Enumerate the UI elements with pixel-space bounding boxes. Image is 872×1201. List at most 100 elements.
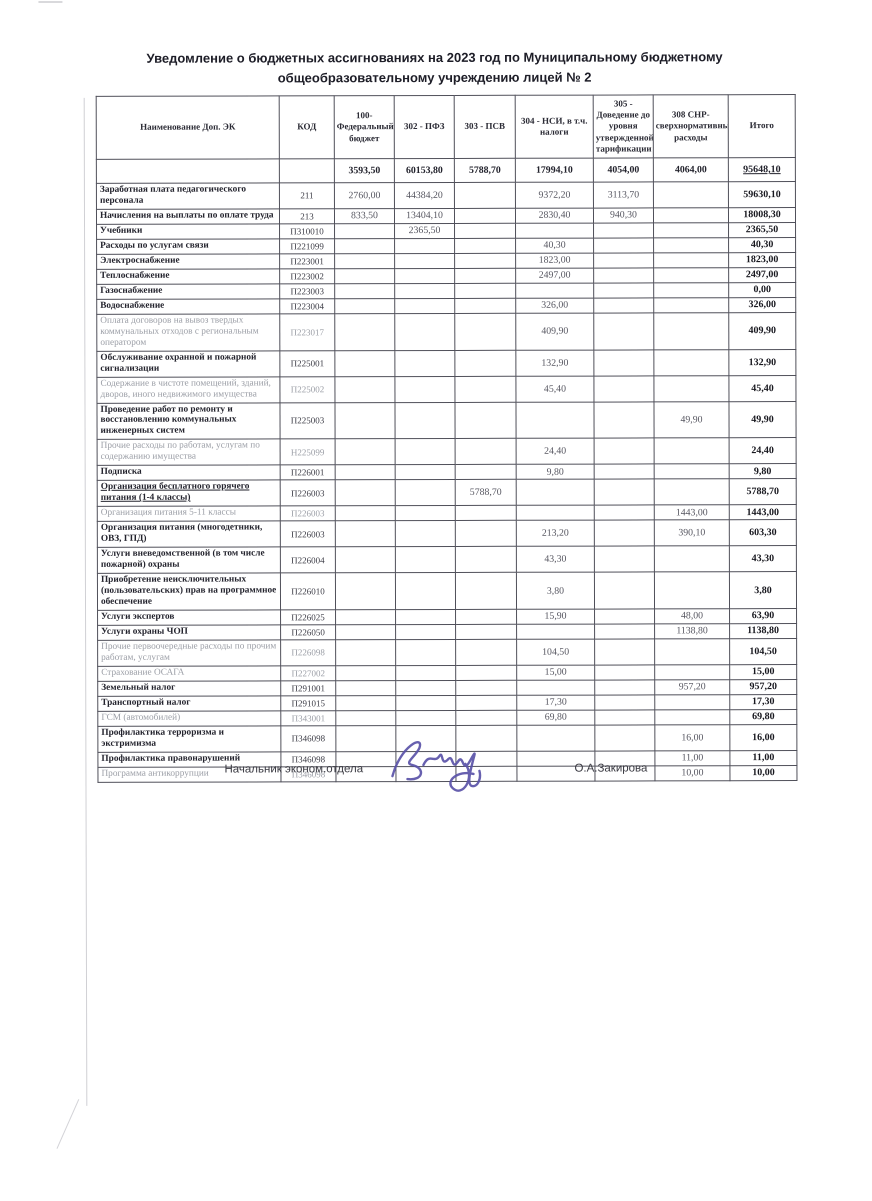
row-value-cell-5: [593, 252, 654, 268]
row-value-cell-2: [395, 680, 456, 696]
row-code-cell: 213: [279, 208, 335, 224]
row-value-cell-4: 104,50: [516, 639, 595, 666]
row-code-cell: П226050: [280, 624, 336, 640]
row-name-cell: Обслуживание охранной и пожарной сигнали…: [96, 350, 280, 377]
row-value-cell-5: [593, 282, 654, 298]
row-total-cell: 326,00: [728, 297, 796, 313]
row-code-cell: П346098: [280, 725, 336, 752]
row-value-cell-1: [335, 464, 396, 481]
row-value-cell-1: [335, 546, 396, 573]
row-value-cell-4: [516, 624, 595, 640]
table-row: Организация питания (многодетники, ОВЗ, …: [97, 519, 797, 548]
row-name-cell: Приобретение неисключительных (пользоват…: [97, 573, 281, 611]
row-value-cell-6: 1138,80: [654, 623, 730, 639]
row-name-cell: Начисления на выплаты по оплате труда: [96, 208, 280, 225]
row-code-cell: П291001: [280, 680, 336, 696]
row-value-cell-6: [653, 375, 729, 402]
row-value-cell-3: [455, 438, 517, 465]
row-value-cell-3: [455, 665, 517, 681]
row-value-cell-6: 390,10: [654, 519, 730, 547]
row-value-cell-3: [454, 298, 516, 314]
column-header-3: 303 - ПСВ: [454, 95, 516, 159]
column-header-1: 100-Федеральный бюджет: [334, 95, 395, 159]
row-value-cell-2: [395, 695, 456, 711]
row-code-cell: [279, 158, 335, 183]
row-value-cell-6: [653, 181, 729, 208]
row-value-cell-4: [516, 724, 595, 751]
row-value-cell-3: [454, 375, 516, 402]
row-total-cell: 95648,10: [728, 157, 796, 182]
row-code-cell: П226025: [280, 609, 336, 625]
row-code-cell: П223004: [279, 298, 335, 314]
table-row: Проведение работ по ремонту и восстановл…: [96, 401, 797, 440]
row-value-cell-4: 3,80: [516, 572, 595, 610]
column-header-6: 308 СНР-сверхнормативные расходы: [653, 94, 729, 158]
page-title: Уведомление о бюджетных ассигнованиях на…: [146, 49, 723, 86]
row-value-cell-6: [654, 709, 730, 725]
row-value-cell-6: [653, 207, 729, 223]
row-value-cell-4: [515, 282, 594, 299]
row-value-cell-6: [654, 638, 730, 665]
row-value-cell-2: [395, 546, 456, 573]
row-value-cell-5: [593, 401, 655, 439]
row-name-cell: Оплата договоров на вывоз твердых коммун…: [96, 313, 280, 352]
row-value-cell-1: [335, 609, 396, 625]
row-total-cell: 17,30: [729, 694, 797, 710]
row-value-cell-4: 9,80: [516, 464, 595, 480]
row-code-cell: П226098: [280, 639, 336, 666]
row-value-cell-1: [335, 695, 396, 711]
row-value-cell-3: [454, 253, 516, 269]
column-header-5: 305 - Доведение до уровня утвержденной т…: [593, 94, 654, 159]
row-value-cell-3: 5788,70: [454, 158, 516, 183]
row-value-cell-4: 45,40: [515, 375, 594, 402]
row-value-cell-6: [654, 664, 730, 680]
row-code-cell: П225003: [279, 402, 336, 440]
row-value-cell-1: [334, 376, 395, 403]
row-total-cell: 45,40: [728, 375, 796, 402]
row-value-cell-5: [594, 438, 655, 465]
row-value-cell-4: 40,30: [515, 237, 594, 254]
row-total-cell: 957,20: [729, 679, 797, 695]
row-name-cell: Транспортный налог: [97, 695, 281, 712]
row-name-cell: Страхование ОСАГА: [97, 665, 281, 682]
row-value-cell-2: 2365,50: [394, 223, 455, 239]
table-row: Приобретение неисключительных (пользоват…: [97, 571, 797, 611]
table-row: Содержание в чистоте помещений, зданий, …: [96, 375, 796, 403]
row-value-cell-2: 60153,80: [394, 158, 455, 183]
row-value-cell-4: 9372,20: [515, 182, 594, 209]
totals-row: 3593,50 60153,80 5788,70 17994,10 4054,00 406…: [96, 157, 796, 184]
budget-table: Наименование Доп. ЭК КОД 100-Федеральный б…: [96, 94, 798, 783]
row-name-cell: Подписка: [97, 465, 281, 481]
row-code-cell: П227002: [280, 665, 336, 681]
row-value-cell-4: 2497,00: [515, 267, 594, 284]
row-value-cell-1: [334, 313, 395, 351]
row-value-cell-1: [335, 665, 396, 681]
row-value-cell-6: 11,00: [654, 750, 730, 766]
row-value-cell-3: [455, 695, 517, 711]
row-value-cell-1: [335, 439, 396, 466]
row-value-cell-6: [654, 464, 730, 480]
row-value-cell-4: 15,00: [516, 664, 595, 681]
row-name-cell: Газоснабжение: [96, 283, 280, 300]
row-value-cell-6: [654, 438, 730, 465]
row-name-cell: Электроснабжение: [96, 253, 280, 270]
row-code-cell: П226003: [280, 506, 336, 522]
row-value-cell-6: 957,20: [654, 679, 730, 695]
row-total-cell: 0,00: [728, 282, 796, 298]
row-name-cell: Организация питания (многодетники, ОВЗ, …: [97, 521, 281, 548]
row-value-cell-4: 1823,00: [515, 252, 594, 269]
signature-scribble-icon: [378, 724, 496, 801]
row-value-cell-6: [653, 237, 729, 253]
row-value-cell-5: [593, 222, 654, 238]
row-value-cell-3: [455, 639, 517, 666]
row-value-cell-1: [334, 350, 395, 377]
row-value-cell-5: [594, 664, 655, 680]
row-value-cell-3: [454, 349, 516, 377]
row-value-cell-5: [594, 572, 655, 610]
row-value-cell-2: 13404,10: [394, 208, 455, 224]
row-value-cell-4: 409,90: [515, 312, 594, 350]
row-code-cell: П291015: [280, 695, 336, 711]
row-value-cell-5: [593, 375, 654, 402]
row-value-cell-2: [394, 238, 455, 254]
